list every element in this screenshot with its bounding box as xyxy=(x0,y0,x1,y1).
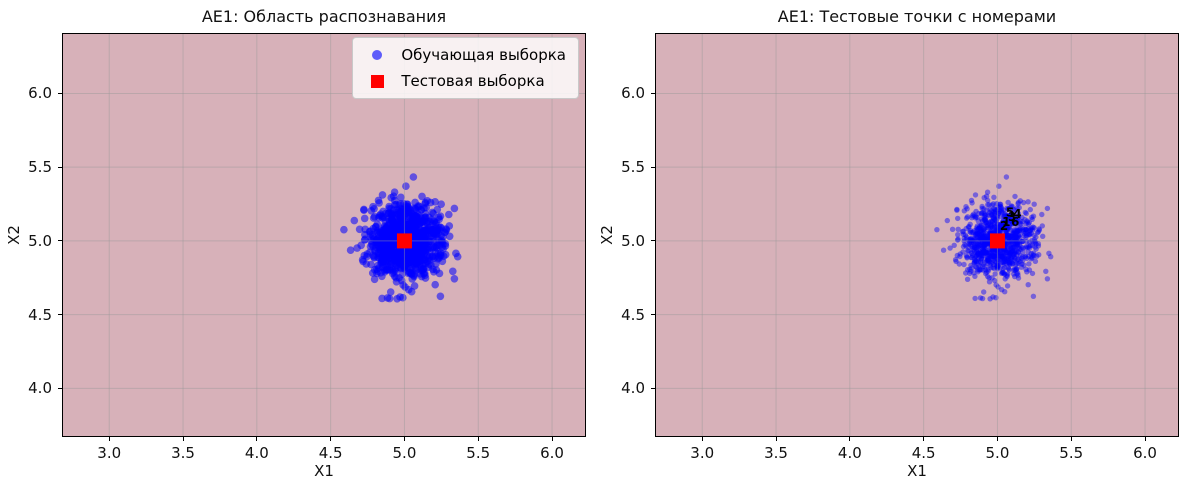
y-tick-mark xyxy=(58,314,62,316)
y-tick-mark xyxy=(58,92,62,94)
legend-entry-test: Тестовая выборка xyxy=(363,72,566,90)
legend-training-label: Обучающая выборка xyxy=(401,46,566,64)
test-point-number: 3 xyxy=(1008,210,1016,224)
x-tick-label: 5.0 xyxy=(392,444,417,462)
decision-region xyxy=(655,33,1179,437)
x-axis-label-right: X1 xyxy=(907,462,927,480)
x-tick-label: 6.0 xyxy=(540,444,564,462)
y-tick-mark xyxy=(651,387,655,389)
y-tick-mark xyxy=(651,92,655,94)
x-tick-mark xyxy=(403,437,405,441)
plot-title-left: AE1: Область распознавания xyxy=(201,7,447,26)
legend-test-marker xyxy=(363,74,391,88)
y-tick-label: 4.5 xyxy=(621,305,645,324)
test-point-marker xyxy=(989,233,1005,249)
x-tick-mark xyxy=(1070,437,1072,441)
y-tick-mark xyxy=(58,166,62,168)
x-tick-mark xyxy=(849,437,851,441)
y-tick-mark xyxy=(651,166,655,168)
x-tick-mark xyxy=(923,437,925,441)
test-point-number: 1 xyxy=(1002,215,1010,229)
x-tick-mark xyxy=(1144,437,1146,441)
y-tick-mark xyxy=(58,240,62,242)
x-tick-mark xyxy=(701,437,703,441)
grid-lines xyxy=(655,33,1179,437)
test-point-marker xyxy=(396,233,412,249)
legend-entry-training: Обучающая выборка xyxy=(363,46,566,64)
plot-border xyxy=(62,33,586,437)
scatter-chart-left xyxy=(62,33,586,437)
legend-test-label: Тестовая выборка xyxy=(401,72,545,90)
y-tick-label: 4.5 xyxy=(28,305,52,324)
x-tick-label: 4.5 xyxy=(318,444,343,462)
y-tick-mark xyxy=(651,314,655,316)
test-point-number: 2 xyxy=(1000,219,1008,233)
decision-region xyxy=(62,33,586,437)
y-tick-label: 5.0 xyxy=(621,231,645,250)
plot-title-right: AE1: Тестовые точки с номерами xyxy=(777,7,1057,26)
blue-dot-icon xyxy=(372,50,383,60)
x-tick-mark xyxy=(775,437,777,441)
plot-border xyxy=(655,33,1179,437)
y-tick-label: 4.0 xyxy=(621,379,645,398)
test-point-number: 4 xyxy=(1013,207,1021,221)
plot-area-left: Обучающая выборка Тестовая выборка xyxy=(62,33,586,437)
grid-lines xyxy=(62,33,586,437)
y-tick-label: 5.5 xyxy=(28,158,52,177)
x-tick-label: 5.0 xyxy=(985,444,1010,462)
test-point-number: 6 xyxy=(1011,215,1019,229)
y-tick-mark xyxy=(651,240,655,242)
x-tick-label: 5.5 xyxy=(466,444,491,462)
red-square-icon xyxy=(370,74,384,88)
y-tick-label: 6.0 xyxy=(621,84,645,103)
x-tick-mark xyxy=(330,437,332,441)
x-tick-mark xyxy=(108,437,110,441)
x-tick-label: 4.5 xyxy=(911,444,936,462)
x-tick-label: 4.0 xyxy=(244,444,269,462)
x-tick-mark xyxy=(256,437,258,441)
y-tick-mark xyxy=(58,387,62,389)
x-tick-mark xyxy=(182,437,184,441)
x-tick-mark xyxy=(996,437,998,441)
x-tick-mark xyxy=(477,437,479,441)
legend-training-marker xyxy=(363,50,391,60)
y-tick-label: 4.0 xyxy=(28,379,52,398)
x-tick-label: 3.0 xyxy=(97,444,122,462)
x-axis-label-left: X1 xyxy=(314,462,334,480)
x-tick-label: 6.0 xyxy=(1133,444,1157,462)
x-tick-label: 3.0 xyxy=(690,444,715,462)
test-point-number: 5 xyxy=(1006,206,1014,220)
y-tick-label: 6.0 xyxy=(28,84,52,103)
x-tick-mark xyxy=(551,437,553,441)
x-tick-label: 3.5 xyxy=(764,444,788,462)
x-tick-label: 4.0 xyxy=(837,444,862,462)
legend: Обучающая выборка Тестовая выборка xyxy=(352,37,579,99)
x-tick-label: 3.5 xyxy=(171,444,195,462)
y-tick-label: 5.0 xyxy=(28,231,52,250)
x-tick-label: 5.5 xyxy=(1059,444,1084,462)
y-tick-label: 5.5 xyxy=(621,158,645,177)
